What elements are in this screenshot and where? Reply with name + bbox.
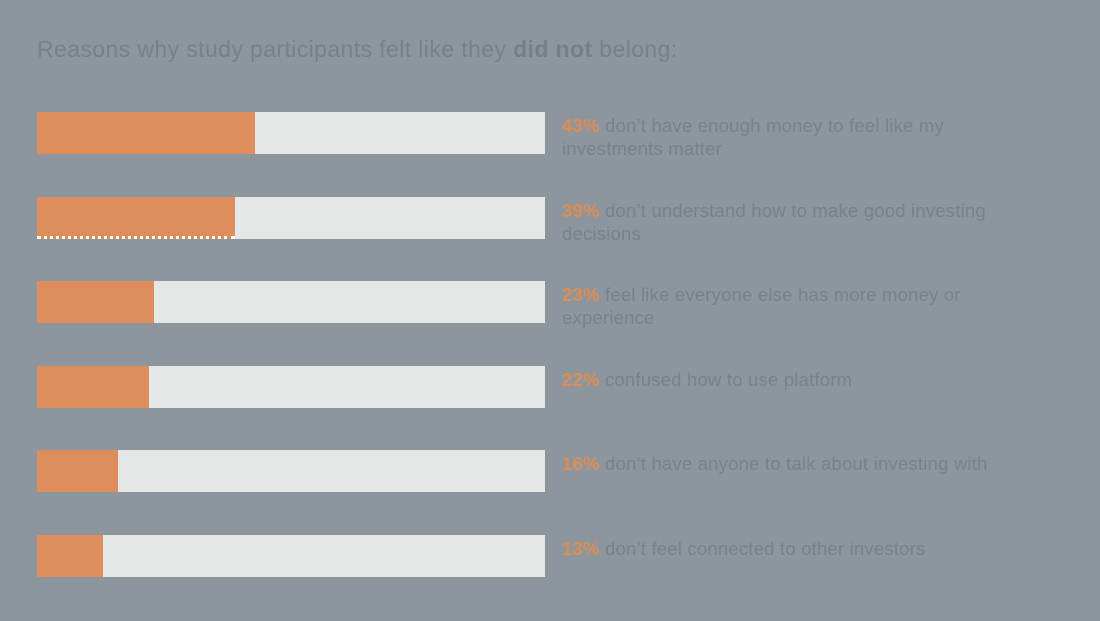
bar-label-line2: experience (562, 307, 655, 328)
bar-label: 13% don’t feel connected to other invest… (562, 537, 1084, 560)
bar-label-line2: investments matter (562, 138, 722, 159)
bar-track (37, 112, 545, 154)
bar-chart: 43% don’t have enough money to feel like… (37, 112, 1100, 619)
bar-label-line1: don’t understand how to make good invest… (604, 199, 986, 221)
chart-row: 13% don’t feel connected to other invest… (37, 534, 1100, 577)
bar-percent: 23% (562, 284, 600, 305)
bar-label-line1: don’t feel connected to other investors (604, 537, 926, 559)
bar-track (37, 450, 545, 492)
chart-row: 39% don’t understand how to make good in… (37, 196, 1100, 244)
bar-label-line1: feel like everyone else has more money o… (604, 284, 961, 305)
bar-label-line1: don’t have anyone to talk about investin… (604, 453, 988, 474)
chart-title-bold: did not (513, 36, 593, 62)
chart-title-part1: Reasons why study participants felt like… (37, 36, 514, 62)
bar-track (37, 196, 545, 239)
bar-label: 16% don’t have anyone to talk about inve… (562, 452, 1084, 475)
chart-title-part2: belong: (592, 36, 678, 62)
bar-label: 23% feel like everyone else has more mon… (562, 283, 1084, 329)
bar-track (37, 534, 545, 577)
bar-fill (37, 112, 256, 154)
chart-row: 43% don’t have enough money to feel like… (37, 112, 1100, 159)
bar-label-line2: decisions (562, 222, 641, 244)
bar-label-line1: confused how to use platform (604, 368, 853, 390)
bar-percent: 16% (562, 453, 600, 474)
bar-percent: 13% (562, 537, 600, 559)
chart-title: Reasons why study participants felt like… (37, 36, 678, 63)
chart-row: 23% feel like everyone else has more mon… (37, 281, 1100, 328)
chart-row: 22% confused how to use platform (37, 365, 1100, 408)
bar-percent: 22% (562, 368, 600, 390)
bar-fill (37, 196, 236, 239)
chart-row: 16% don’t have anyone to talk about inve… (37, 450, 1100, 492)
bar-label: 22% confused how to use platform (562, 368, 1084, 391)
bar-percent: 43% (562, 115, 600, 136)
bar-fill (37, 281, 154, 323)
bar-percent: 39% (562, 199, 600, 221)
bar-label: 39% don’t understand how to make good in… (562, 199, 1084, 245)
bar-track (37, 281, 545, 323)
bar-label: 43% don’t have enough money to feel like… (562, 114, 1084, 160)
bar-label-line1: don’t have enough money to feel like my (604, 115, 944, 136)
bar-fill (37, 450, 119, 492)
bar-fill (37, 365, 149, 408)
bar-fill (37, 534, 104, 577)
bar-track (37, 365, 545, 408)
